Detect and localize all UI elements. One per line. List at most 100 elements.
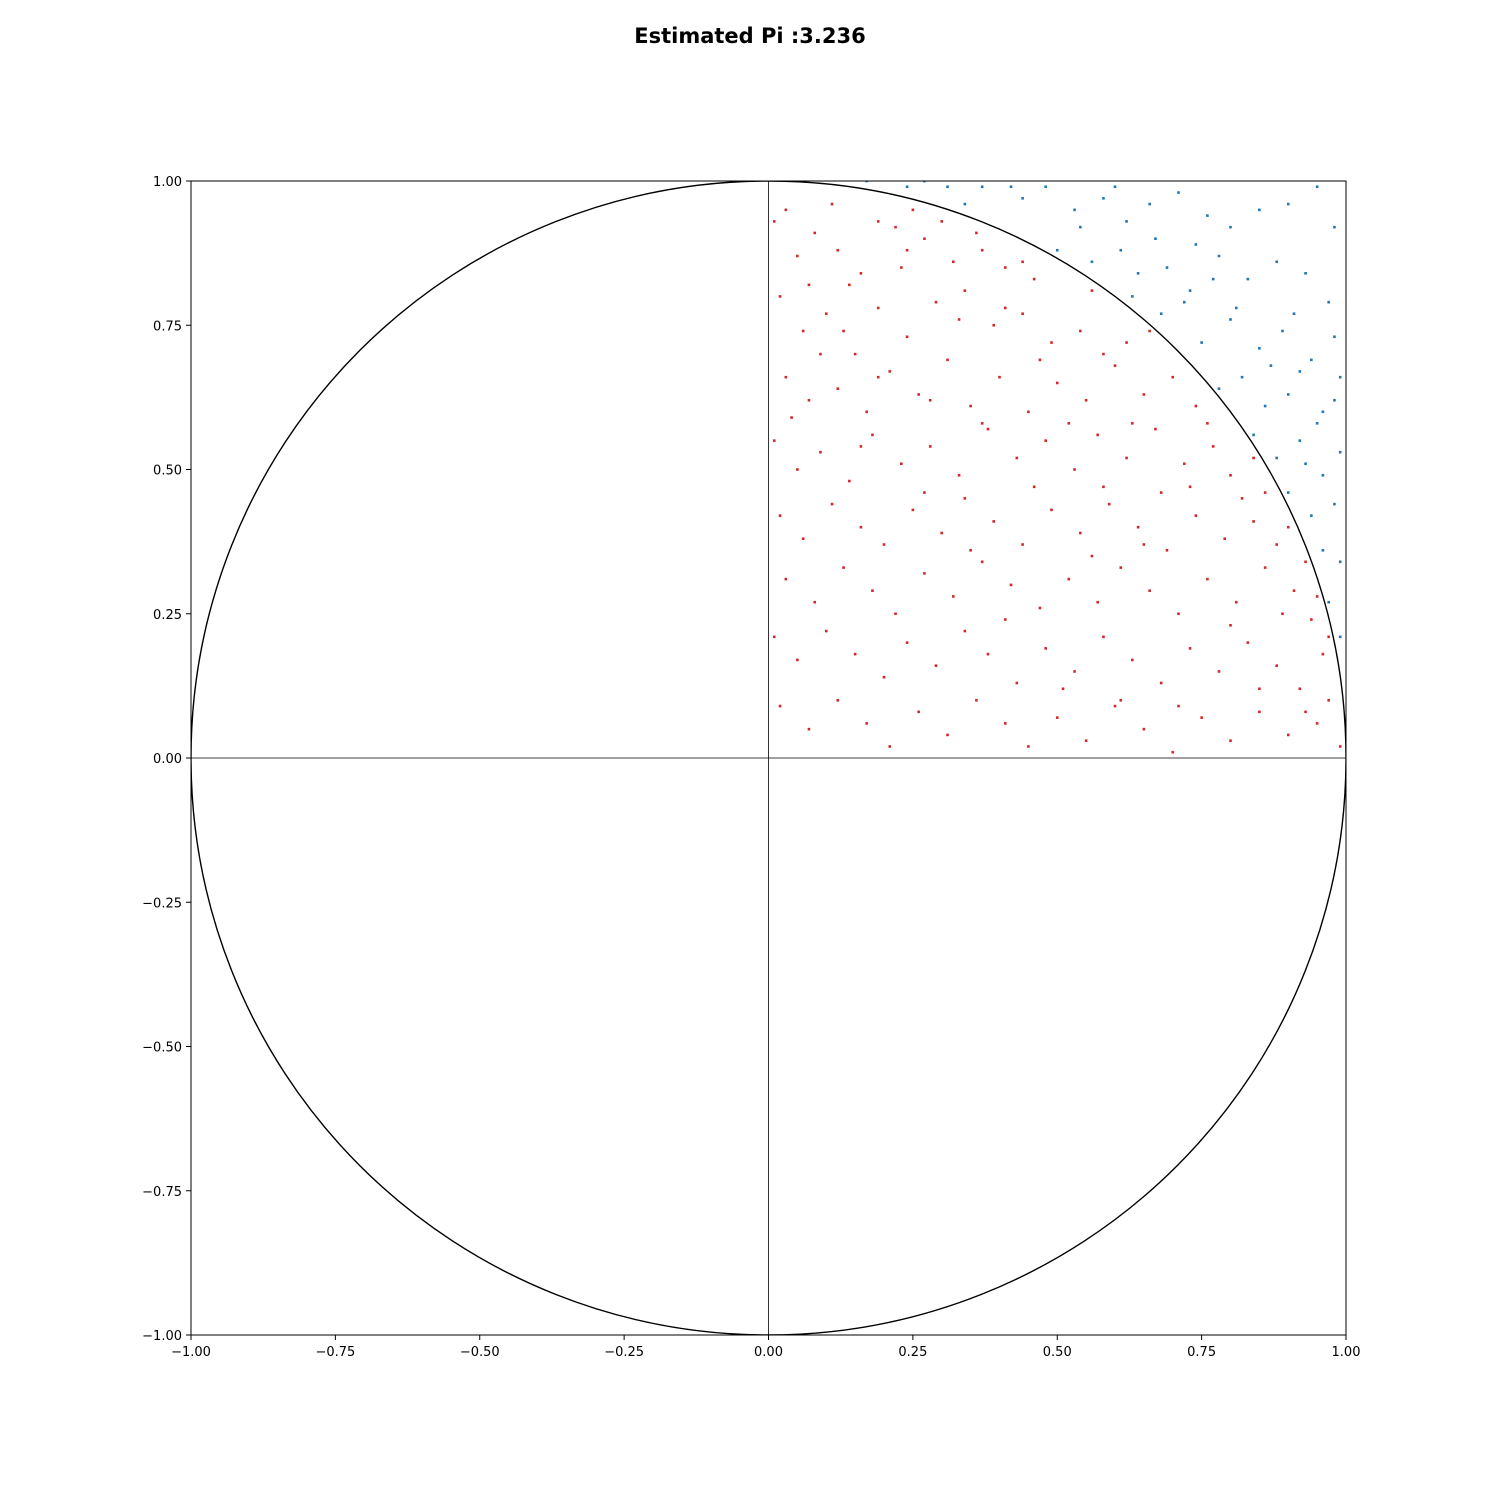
inside-point bbox=[905, 641, 909, 644]
y-tick-label: 0.25 bbox=[153, 608, 182, 623]
inside-point bbox=[1159, 491, 1163, 494]
inside-point bbox=[1073, 670, 1076, 673]
chart-title: Estimated Pi :3.236 bbox=[634, 24, 866, 48]
inside-point bbox=[772, 220, 776, 223]
inside-point bbox=[836, 387, 840, 391]
inside-point bbox=[900, 266, 903, 269]
inside-point bbox=[853, 652, 857, 656]
inside-point bbox=[807, 727, 811, 731]
inside-point bbox=[900, 462, 903, 466]
inside-point bbox=[888, 745, 892, 748]
inside-point bbox=[772, 635, 776, 639]
outside-point bbox=[1327, 300, 1330, 304]
inside-point bbox=[1102, 485, 1105, 489]
inside-point bbox=[1183, 462, 1186, 466]
inside-point bbox=[969, 404, 972, 408]
inside-point bbox=[859, 272, 863, 275]
inside-point bbox=[1229, 623, 1232, 627]
inside-point bbox=[1131, 658, 1134, 662]
inside-point bbox=[934, 300, 938, 304]
inside-point bbox=[882, 675, 886, 679]
inside-point bbox=[1050, 508, 1053, 512]
outside-point bbox=[1310, 358, 1313, 362]
inside-point bbox=[1217, 670, 1221, 673]
inside-point bbox=[1096, 433, 1099, 437]
inside-point bbox=[975, 699, 978, 702]
inside-point bbox=[853, 352, 857, 356]
outside-point bbox=[923, 181, 926, 183]
outside-point bbox=[1177, 191, 1180, 194]
inside-point bbox=[1177, 704, 1180, 708]
x-tick-label: −0.75 bbox=[315, 1345, 355, 1360]
inside-point bbox=[923, 237, 926, 240]
outside-point bbox=[1136, 272, 1140, 275]
reference-shapes bbox=[191, 181, 1346, 1335]
inside-point bbox=[1211, 445, 1215, 448]
inside-point bbox=[928, 398, 932, 402]
inside-point bbox=[1136, 525, 1140, 529]
inside-point bbox=[1298, 687, 1302, 691]
outside-point bbox=[1148, 202, 1151, 206]
inside-point bbox=[836, 248, 840, 252]
outside-point bbox=[1055, 248, 1059, 252]
inside-point bbox=[1113, 364, 1117, 367]
inside-point bbox=[894, 225, 897, 229]
inside-point bbox=[876, 375, 880, 379]
inside-point bbox=[1027, 410, 1030, 414]
outside-point bbox=[1275, 260, 1278, 264]
outside-point bbox=[1044, 185, 1047, 189]
inside-point bbox=[1304, 560, 1307, 564]
inside-point bbox=[1044, 647, 1047, 650]
inside-point bbox=[1079, 329, 1082, 333]
inside-point bbox=[1061, 687, 1065, 691]
inside-point bbox=[952, 595, 955, 598]
inside-point bbox=[940, 220, 944, 223]
outside-point bbox=[1131, 295, 1134, 298]
inside-point bbox=[801, 329, 805, 333]
inside-point bbox=[1177, 612, 1180, 616]
outside-point bbox=[1090, 260, 1094, 264]
points-layer bbox=[772, 181, 1342, 754]
outside-point bbox=[1194, 243, 1198, 246]
inside-point bbox=[882, 543, 886, 546]
inside-point bbox=[1281, 612, 1284, 616]
inside-point bbox=[784, 577, 788, 581]
outside-point bbox=[1315, 422, 1319, 425]
inside-point bbox=[923, 491, 926, 494]
outside-point bbox=[1229, 225, 1232, 229]
outside-point bbox=[980, 185, 984, 189]
inside-point bbox=[946, 733, 949, 737]
outside-point bbox=[1102, 197, 1105, 200]
x-tick-label: 0.50 bbox=[1043, 1345, 1072, 1360]
outside-point bbox=[1165, 266, 1169, 269]
outside-point bbox=[1200, 341, 1203, 344]
outside-point bbox=[1258, 208, 1261, 212]
inside-point bbox=[1067, 422, 1071, 425]
inside-point bbox=[1229, 473, 1232, 477]
inside-point bbox=[876, 220, 880, 223]
inside-point bbox=[1223, 537, 1227, 541]
inside-point bbox=[928, 445, 932, 448]
outside-point bbox=[1113, 185, 1117, 189]
inside-point bbox=[1125, 341, 1128, 344]
inside-point bbox=[1188, 647, 1192, 650]
y-tick-label: 1.00 bbox=[153, 175, 182, 190]
outside-point bbox=[1246, 277, 1250, 281]
inside-point bbox=[1032, 277, 1036, 281]
inside-point bbox=[911, 208, 915, 212]
outside-point bbox=[946, 185, 949, 189]
inside-point bbox=[992, 520, 996, 523]
outside-point bbox=[1338, 635, 1342, 639]
inside-point bbox=[801, 537, 805, 541]
inside-point bbox=[865, 722, 868, 725]
y-tick-label: −0.50 bbox=[142, 1041, 182, 1056]
inside-point bbox=[1200, 716, 1203, 719]
inside-point bbox=[1067, 577, 1071, 581]
inside-point bbox=[1194, 404, 1198, 408]
x-tick-label: −1.00 bbox=[171, 1345, 211, 1360]
inside-point bbox=[772, 439, 776, 442]
inside-point bbox=[1171, 375, 1175, 379]
inside-point bbox=[1252, 456, 1255, 460]
inside-point bbox=[1079, 531, 1082, 535]
